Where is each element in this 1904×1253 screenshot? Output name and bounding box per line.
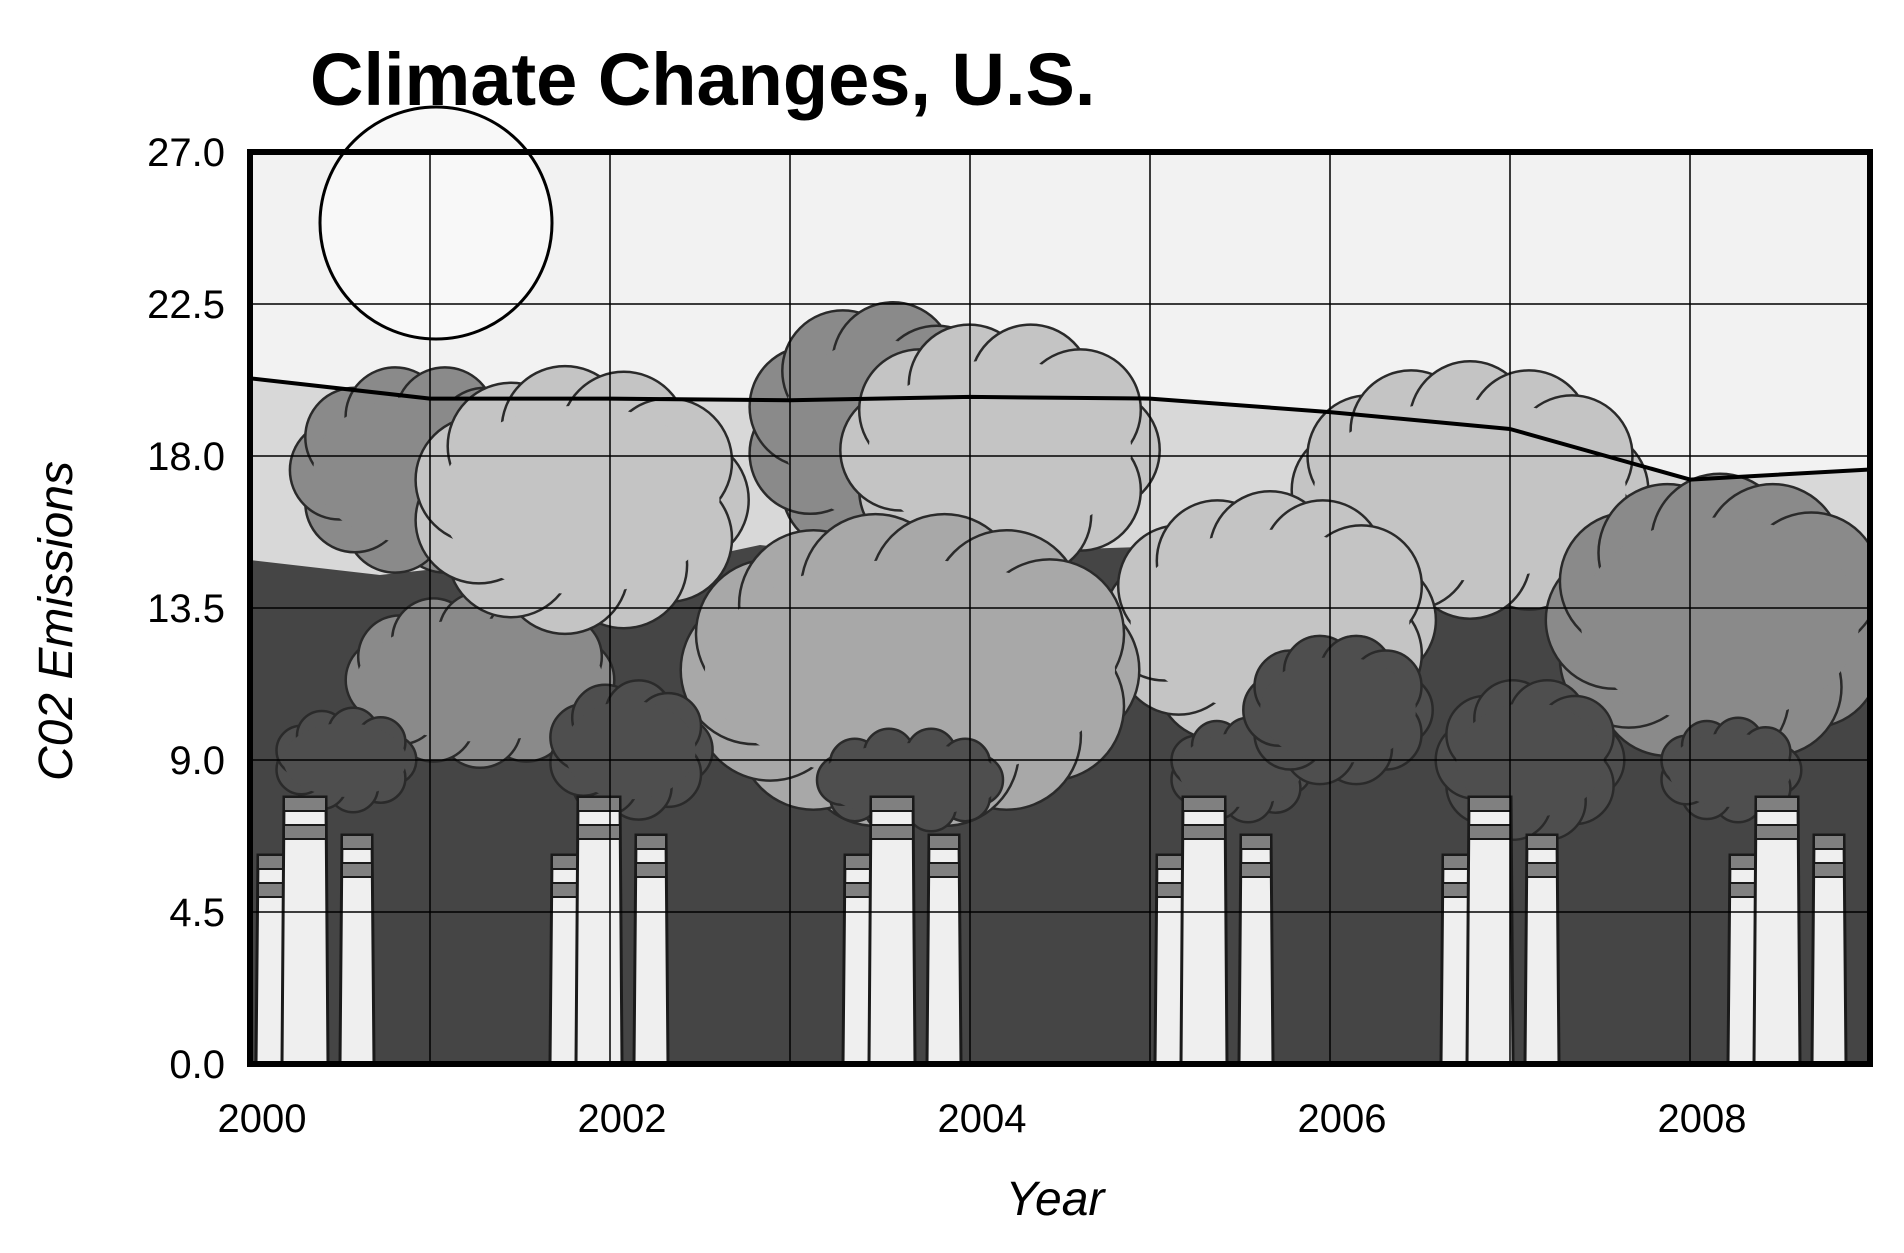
cloud <box>549 679 714 821</box>
y-tick-label: 13.5 <box>147 587 225 631</box>
x-tick-label: 2008 <box>1658 1097 1747 1141</box>
y-tick-label: 4.5 <box>169 891 225 935</box>
x-tick-label: 2000 <box>218 1097 307 1141</box>
smoke-stack <box>1523 833 1561 1064</box>
smoke-stack <box>841 853 875 1064</box>
x-tick-label: 2006 <box>1298 1097 1387 1141</box>
emissions-area <box>250 301 1870 1064</box>
cloud <box>1660 716 1803 824</box>
y-tick-label: 9.0 <box>169 739 225 783</box>
y-tick-label: 0.0 <box>169 1043 225 1087</box>
cloud <box>1170 716 1313 824</box>
smoke-stack <box>254 853 288 1064</box>
cloud <box>1434 678 1626 842</box>
x-tick-label: 2004 <box>938 1097 1027 1141</box>
y-tick-label: 27.0 <box>147 131 225 175</box>
smoke-stack <box>1179 795 1229 1064</box>
smoke-stack <box>1810 833 1848 1064</box>
cloud <box>1544 472 1870 768</box>
smoke-stack <box>1439 853 1473 1064</box>
series-line-path <box>249 376 1871 482</box>
smoke-stack <box>574 795 624 1064</box>
y-axis-ticks: 0.0 4.5 9.0 13.5 18.0 22.5 27.0 <box>147 131 225 1087</box>
smoke-stack <box>867 795 917 1064</box>
sun-illustration <box>318 105 554 341</box>
y-tick-label: 22.5 <box>147 283 225 327</box>
cloud <box>839 323 1161 577</box>
smoke-stack <box>1153 853 1187 1064</box>
cloud <box>414 364 750 636</box>
y-axis-label: C02 Emissions <box>30 461 83 781</box>
x-axis-ticks: 2000 2002 2004 2006 2008 <box>218 1097 1747 1141</box>
plot-frame <box>247 149 1873 1067</box>
smoke-stack <box>1237 833 1275 1064</box>
x-tick-label: 2002 <box>578 1097 667 1141</box>
x-axis-label: Year <box>1006 1173 1107 1226</box>
series-line <box>249 376 1871 482</box>
smoke-stack <box>632 833 670 1064</box>
y-tick-label: 18.0 <box>147 435 225 479</box>
smoke-stack <box>338 833 376 1064</box>
cloud <box>1242 634 1434 786</box>
smoke-stack <box>925 833 963 1064</box>
smoke-stack <box>1752 795 1802 1064</box>
smoke-stack <box>1465 795 1515 1064</box>
smoke-stack <box>548 853 582 1064</box>
smoke-stack <box>280 795 330 1064</box>
